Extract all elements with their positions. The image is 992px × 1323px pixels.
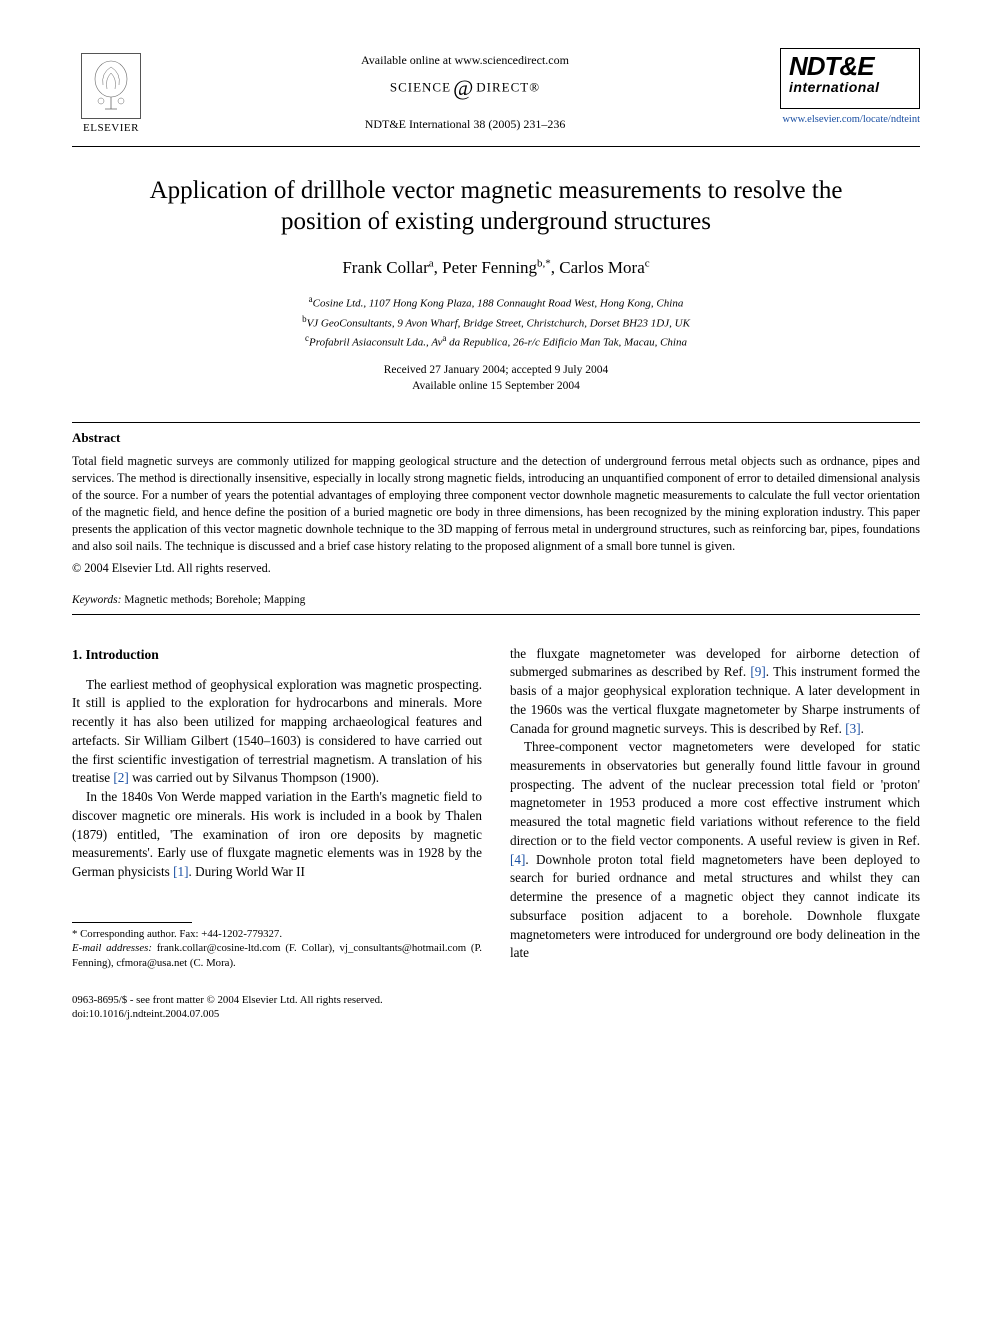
- abstract-heading: Abstract: [72, 429, 920, 447]
- keywords-text: Magnetic methods; Borehole; Mapping: [121, 594, 305, 606]
- right-column: the fluxgate magnetometer was developed …: [510, 645, 920, 1022]
- body-columns: 1. Introduction The earliest method of g…: [72, 645, 920, 1022]
- footnotes: * Corresponding author. Fax: +44-1202-77…: [72, 927, 482, 971]
- journal-logo-small: international: [789, 78, 911, 98]
- journal-logo-block: NDT&E international www.elsevier.com/loc…: [780, 48, 920, 128]
- affiliation-b: bVJ GeoConsultants, 9 Avon Wharf, Bridge…: [72, 313, 920, 333]
- issn-line: 0963-8695/$ - see front matter © 2004 El…: [72, 993, 482, 1008]
- footnote-rule: [72, 922, 192, 923]
- journal-url[interactable]: www.elsevier.com/locate/ndteint: [780, 113, 920, 128]
- intro-para-2: In the 1840s Von Werde mapped variation …: [72, 788, 482, 882]
- at-icon: @: [453, 75, 474, 100]
- email-label: E-mail addresses:: [72, 942, 152, 954]
- header-rule: [72, 146, 920, 147]
- article-dates: Received 27 January 2004; accepted 9 Jul…: [72, 362, 920, 394]
- page-container: ELSEVIER Available online at www.science…: [0, 0, 992, 1062]
- available-online-date: Available online 15 September 2004: [72, 378, 920, 394]
- authors: Frank Collara, Peter Fenningb,*, Carlos …: [72, 256, 920, 280]
- abstract-top-rule: [72, 422, 920, 423]
- sd-left: SCIENCE: [390, 79, 451, 94]
- email-line: E-mail addresses: frank.collar@cosine-lt…: [72, 941, 482, 970]
- abstract-copyright: © 2004 Elsevier Ltd. All rights reserved…: [72, 560, 920, 577]
- intro-para-4: Three-component vector magnetometers wer…: [510, 738, 920, 963]
- science-direct-logo: SCIENCE@DIRECT®: [150, 73, 780, 104]
- affiliation-a: aCosine Ltd., 1107 Hong Kong Plaza, 188 …: [72, 293, 920, 313]
- article-title: Application of drillhole vector magnetic…: [112, 175, 880, 238]
- available-online-text: Available online at www.sciencedirect.co…: [150, 52, 780, 69]
- abstract-body: Total field magnetic surveys are commonl…: [72, 453, 920, 554]
- journal-reference: NDT&E International 38 (2005) 231–236: [150, 116, 780, 133]
- journal-logo-box: NDT&E international: [780, 48, 920, 109]
- publisher-name: ELSEVIER: [83, 121, 139, 136]
- header-center: Available online at www.sciencedirect.co…: [150, 48, 780, 132]
- doi-line: doi:10.1016/j.ndteint.2004.07.005: [72, 1007, 482, 1022]
- section-1-heading: 1. Introduction: [72, 645, 482, 664]
- journal-logo-big: NDT&E: [789, 55, 911, 78]
- corresponding-author: * Corresponding author. Fax: +44-1202-77…: [72, 927, 482, 942]
- header-row: ELSEVIER Available online at www.science…: [72, 48, 920, 136]
- affiliation-c: cProfabril Asiaconsult Lda., Ava da Repu…: [72, 332, 920, 352]
- intro-para-1: The earliest method of geophysical explo…: [72, 676, 482, 788]
- keywords-line: Keywords: Magnetic methods; Borehole; Ma…: [72, 592, 920, 608]
- elsevier-logo: ELSEVIER: [72, 48, 150, 136]
- affiliations: aCosine Ltd., 1107 Hong Kong Plaza, 188 …: [72, 293, 920, 352]
- elsevier-tree-icon: [81, 53, 141, 119]
- keywords-label: Keywords:: [72, 594, 121, 606]
- intro-para-3: the fluxgate magnetometer was developed …: [510, 645, 920, 739]
- abstract-bottom-rule: [72, 614, 920, 615]
- sd-right: DIRECT®: [476, 79, 540, 94]
- left-column: 1. Introduction The earliest method of g…: [72, 645, 482, 1022]
- received-accepted: Received 27 January 2004; accepted 9 Jul…: [72, 362, 920, 378]
- bottom-meta: 0963-8695/$ - see front matter © 2004 El…: [72, 993, 482, 1022]
